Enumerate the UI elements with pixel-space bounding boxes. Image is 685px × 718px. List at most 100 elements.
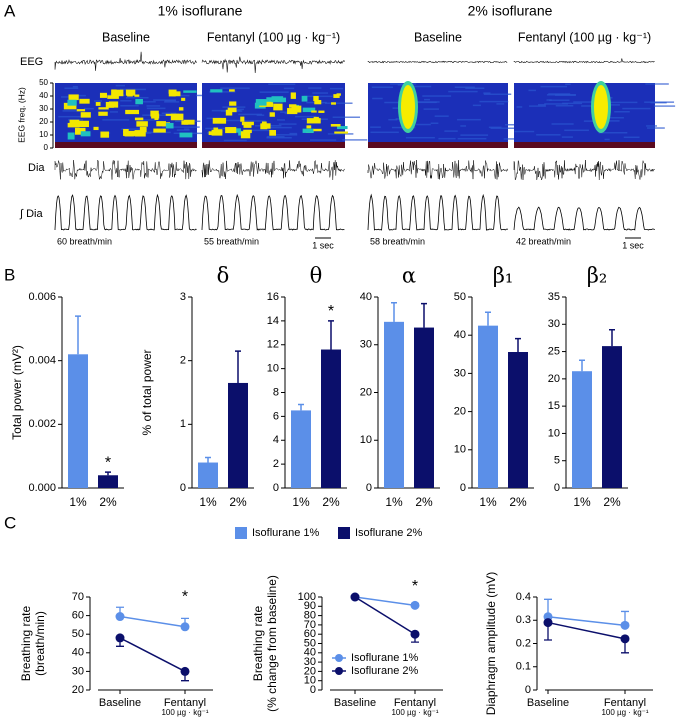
spectrogram-power — [179, 132, 193, 138]
y-tick-label: 10 — [267, 363, 279, 375]
error-bar — [298, 403, 304, 411]
spectrogram-noise — [646, 125, 658, 127]
y-tick-label: 0.1 — [516, 661, 531, 673]
spectrogram-noise — [647, 127, 665, 129]
panel-label: B — [4, 265, 15, 284]
y-tick-label: 0 — [460, 482, 466, 494]
integrated-dia-trace — [367, 193, 509, 231]
spectrogram-power — [107, 95, 119, 99]
x-tick-label: 2% — [509, 495, 527, 509]
spectrogram-power — [318, 110, 325, 113]
legend-label: Isoflurane 2% — [355, 527, 422, 539]
eeg-trace — [201, 56, 346, 74]
spectrogram-low — [368, 142, 508, 148]
spectrogram-noise — [614, 110, 630, 113]
spectrogram-noise — [537, 104, 546, 106]
spectrogram-power — [269, 112, 275, 117]
spectrogram-noise — [496, 103, 505, 105]
y-axis-label: (breath/min) — [33, 611, 47, 676]
y-tick-label: 0.4 — [516, 591, 531, 603]
spectrogram-noise — [405, 136, 435, 139]
spectrogram-power — [273, 103, 283, 111]
spectrogram-noise — [650, 101, 667, 104]
y-tick-label: 2 — [180, 355, 186, 367]
spectrogram-noise — [384, 101, 400, 104]
spectrogram-noise — [528, 89, 536, 92]
legend-swatch — [338, 527, 350, 539]
y-tick-label: 20 — [360, 386, 372, 398]
y-tick-label: 2 — [273, 458, 279, 470]
y-tick-label: 30 — [360, 339, 372, 351]
spectrogram-power — [69, 119, 80, 127]
tick-label: 40 — [39, 91, 48, 100]
chart-title: δ — [217, 264, 230, 288]
spectrogram-noise — [268, 83, 296, 86]
panel-label: A — [4, 1, 16, 20]
y-axis-label: (% change from baseline) — [265, 575, 279, 712]
scale-label: 1 sec — [622, 240, 644, 250]
spectrogram-noise — [102, 119, 130, 121]
legend-label: Isoflurane 2% — [351, 665, 418, 677]
spectrogram-noise — [64, 87, 79, 90]
error-bar — [609, 328, 615, 347]
bar — [98, 475, 118, 488]
spectrogram-power — [333, 94, 340, 98]
y-tick-label: 25 — [548, 345, 560, 357]
spectrogram-low — [514, 142, 655, 148]
spectrogram-power — [301, 95, 308, 102]
spectrogram-power — [75, 120, 89, 128]
y-tick-label: 40 — [360, 291, 372, 303]
spectrogram-noise — [280, 111, 288, 113]
x-tick-label: Baseline — [334, 697, 376, 709]
row-label: Dia — [28, 162, 45, 174]
spectrogram-noise — [275, 134, 298, 136]
y-tick-label: 10 — [360, 434, 372, 446]
spectrogram-noise — [424, 98, 430, 101]
spectrogram-noise — [406, 85, 432, 88]
y-tick-label: 16 — [267, 291, 279, 303]
eeg-trace — [54, 51, 197, 71]
spectrogram-power — [134, 117, 144, 121]
y-tick-label: 20 — [72, 684, 84, 696]
bar — [384, 321, 404, 488]
spectrogram-noise — [622, 107, 651, 110]
spectrogram-power — [99, 92, 108, 98]
spectrogram-noise — [645, 83, 669, 85]
y-tick-label: 8 — [273, 386, 279, 398]
spectrogram-noise — [153, 99, 176, 101]
spectrogram-noise — [121, 128, 148, 130]
y-tick-label: 30 — [304, 656, 316, 668]
spectrogram-noise — [146, 107, 166, 110]
error-bar — [205, 456, 211, 463]
spectrogram-power — [172, 91, 181, 97]
tick-label: 50 — [39, 78, 48, 87]
spectrogram-noise — [237, 108, 244, 111]
y-tick-label: 60 — [304, 628, 316, 640]
y-tick-label: 50 — [454, 291, 466, 303]
bar — [414, 327, 434, 488]
y-tick-label: 100 — [298, 591, 316, 603]
y-tick-label: 0.3 — [516, 614, 531, 626]
spectrogram-noise — [416, 123, 431, 126]
spectrogram-noise — [161, 112, 177, 115]
tick-label: 0 — [44, 143, 49, 152]
spectrogram-noise — [176, 129, 190, 131]
legend-marker — [335, 667, 343, 675]
spectrogram-power — [302, 128, 314, 133]
spectrogram-power — [240, 116, 245, 122]
spectrogram-power — [594, 85, 608, 129]
spectrogram-noise — [289, 132, 298, 135]
spectrogram-noise — [483, 92, 491, 94]
spectrogram-power — [136, 121, 148, 127]
integrated-dia-trace — [54, 193, 197, 231]
spectrogram-power — [153, 128, 166, 133]
spectrogram-power — [134, 94, 140, 97]
spectrogram-noise — [565, 83, 571, 86]
x-tick-label: 2% — [603, 495, 621, 509]
spectrogram-power — [68, 94, 79, 101]
x-tick-label: 2% — [99, 495, 117, 509]
spectrogram-power — [261, 121, 267, 125]
spectrogram-noise — [77, 94, 86, 97]
spectrogram-power — [313, 128, 322, 132]
spectrogram-power — [170, 113, 184, 121]
